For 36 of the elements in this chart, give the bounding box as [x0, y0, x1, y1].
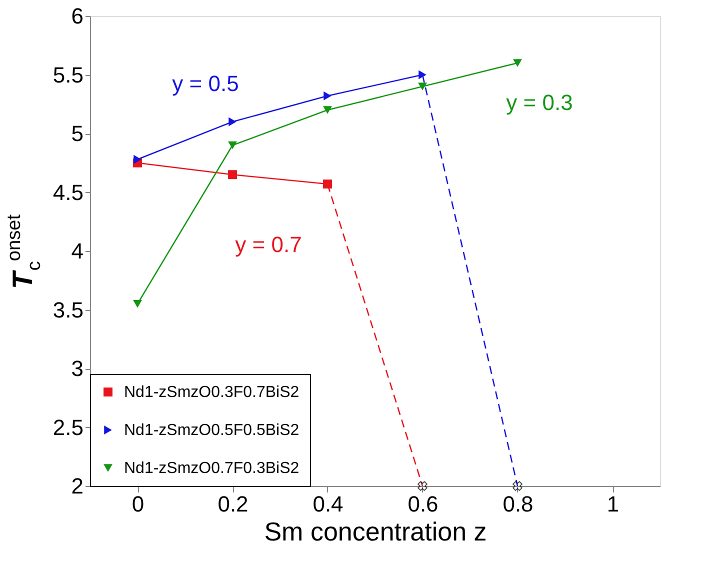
point [418, 82, 427, 90]
y-axis-title: Tconset [4, 214, 45, 290]
point [418, 481, 428, 491]
y-tick-label: 5.5 [52, 62, 84, 88]
x-tick-label: 1 [606, 492, 620, 516]
point [228, 141, 237, 150]
x-axis-title: Sm concentration z [264, 516, 487, 546]
y-tick-label: 5 [71, 121, 84, 146]
x-tick-label: 0.2 [218, 492, 248, 516]
y-tick-label: 4 [71, 238, 84, 264]
x-tick-label: 0.6 [408, 492, 438, 516]
point [228, 117, 236, 126]
x-tick-label: 0 [132, 492, 144, 516]
point [134, 154, 142, 164]
y-tick-label: 6 [71, 4, 84, 28]
annotation: y = 0.7 [235, 232, 302, 258]
point [323, 106, 332, 114]
legend-label: Nd1-zSmzO0.3F0.7BiS2 [124, 384, 300, 401]
x-tick-label: 0.8 [502, 492, 534, 516]
point [513, 59, 522, 67]
y-tick-label: 4.5 [52, 180, 84, 205]
point [323, 180, 332, 188]
annotation: y = 0.5 [172, 70, 239, 96]
point [324, 91, 332, 100]
y-tick-label: 2.5 [52, 414, 84, 440]
point [133, 300, 142, 308]
point [418, 70, 426, 80]
y-tick-label: 3 [71, 356, 84, 381]
x-tick-label: 0.4 [312, 492, 344, 516]
point [512, 481, 522, 491]
y-tick-label: 3.5 [52, 297, 84, 322]
legend-label: Nd1-zSmzO0.5F0.5BiS2 [124, 422, 300, 439]
y-tick-label: 2 [71, 474, 84, 498]
annotation: y = 0.3 [506, 90, 573, 115]
legend-label: Nd1-zSmzO0.7F0.3BiS2 [124, 460, 300, 477]
point [228, 170, 237, 180]
